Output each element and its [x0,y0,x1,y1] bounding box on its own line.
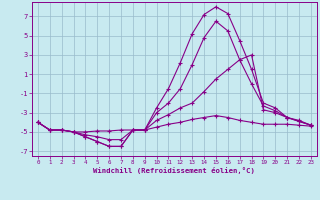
X-axis label: Windchill (Refroidissement éolien,°C): Windchill (Refroidissement éolien,°C) [93,167,255,174]
